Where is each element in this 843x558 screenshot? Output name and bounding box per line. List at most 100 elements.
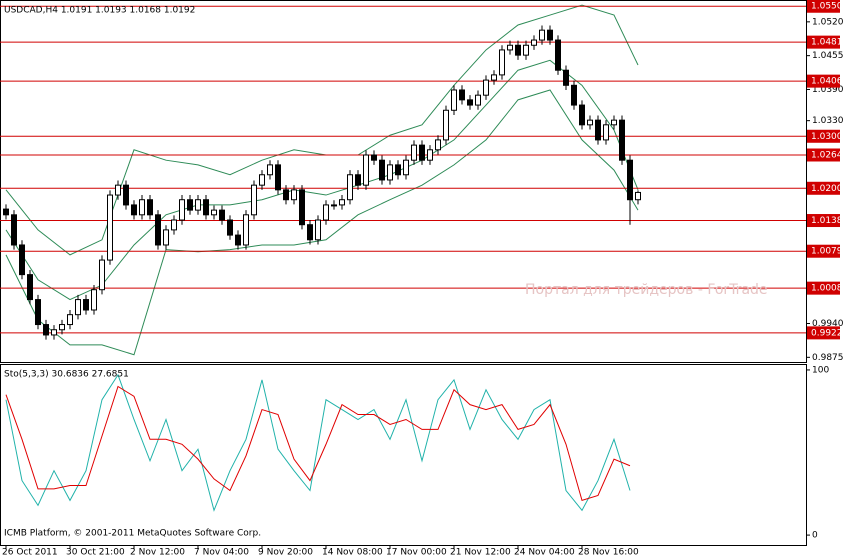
candle-body bbox=[611, 119, 617, 126]
level-label: 1.0300 bbox=[811, 132, 843, 142]
candle-body bbox=[195, 199, 201, 211]
level-label: 1.0079 bbox=[811, 247, 843, 257]
y-tick-label: 1.0330 bbox=[812, 116, 843, 126]
candle-body bbox=[443, 109, 449, 141]
candle-body bbox=[627, 159, 633, 201]
candle-body bbox=[259, 174, 265, 186]
candle-body bbox=[531, 39, 537, 46]
level-label: 1.0406 bbox=[811, 77, 843, 87]
x-tick-label: 26 Oct 2011 bbox=[2, 548, 58, 558]
candle-body bbox=[387, 164, 393, 181]
candle-body bbox=[91, 289, 97, 311]
stochastic-line bbox=[5, 373, 631, 512]
level-label-box bbox=[807, 129, 840, 143]
candle-body bbox=[355, 174, 361, 186]
level-label: 1.0138 bbox=[811, 216, 843, 226]
main-panel bbox=[0, 0, 807, 363]
candle-body bbox=[523, 44, 529, 56]
level-label-box bbox=[807, 326, 840, 340]
candle-body bbox=[179, 199, 185, 221]
x-tick-label: 28 Nov 16:00 bbox=[578, 548, 639, 558]
level-label-box bbox=[807, 74, 840, 88]
candle-body bbox=[555, 39, 561, 71]
y-tick-label: 0 bbox=[812, 531, 818, 541]
y-tick-label: 1.0520 bbox=[812, 17, 843, 27]
candle-body bbox=[171, 219, 177, 231]
level-label-box bbox=[807, 35, 840, 49]
candle-body bbox=[43, 324, 49, 336]
candle-body bbox=[491, 74, 497, 81]
x-tick-label: 30 Oct 21:00 bbox=[66, 548, 125, 558]
candle-body bbox=[475, 94, 481, 106]
copyright: ICMB Platform, © 2001-2011 MetaQuotes So… bbox=[4, 529, 261, 539]
candle-body bbox=[579, 104, 585, 126]
candle-body bbox=[19, 244, 25, 276]
watermark: Портал для трейдеров - ForTrade bbox=[525, 282, 768, 298]
level-label-box bbox=[807, 181, 840, 195]
bollinger-band bbox=[5, 89, 639, 356]
y-tick-label: 1.0390 bbox=[812, 85, 843, 95]
candle-body bbox=[27, 274, 33, 301]
candle-body bbox=[187, 199, 193, 211]
bollinger-band bbox=[5, 59, 639, 301]
level-label: 1.0008 bbox=[811, 284, 843, 294]
candle-body bbox=[363, 154, 369, 186]
x-tick-label: 17 Nov 00:00 bbox=[386, 548, 447, 558]
candle-body bbox=[435, 139, 441, 151]
candle-body bbox=[459, 89, 465, 101]
y-tick-label: 1.0455 bbox=[812, 51, 843, 61]
level-label: 0.9922 bbox=[811, 328, 843, 338]
candle-body bbox=[603, 124, 609, 141]
candle-body bbox=[323, 204, 329, 221]
stochastic-line bbox=[5, 385, 631, 502]
candle-body bbox=[227, 219, 233, 236]
level-label: 1.0200 bbox=[811, 184, 843, 194]
candle-body bbox=[147, 199, 153, 216]
x-tick-label: 24 Nov 04:00 bbox=[514, 548, 575, 558]
candle-body bbox=[3, 208, 9, 216]
candle-body bbox=[51, 329, 57, 336]
candle-body bbox=[235, 234, 241, 246]
candle-body bbox=[507, 44, 513, 51]
candle-body bbox=[563, 69, 569, 86]
candle-body bbox=[83, 299, 89, 311]
candle-body bbox=[203, 199, 209, 216]
candle-body bbox=[107, 194, 113, 261]
candle-body bbox=[115, 184, 121, 196]
level-label-box bbox=[807, 214, 840, 228]
level-label-box bbox=[807, 0, 840, 13]
y-tick-label: 100 bbox=[812, 365, 829, 375]
candle-body bbox=[451, 89, 457, 111]
chart-title: USDCAD,H4 1.0191 1.0193 1.0168 1.0192 bbox=[4, 6, 195, 16]
candle-body bbox=[571, 84, 577, 106]
candle-body bbox=[499, 49, 505, 76]
candle-body bbox=[483, 79, 489, 96]
candle-body bbox=[331, 204, 337, 207]
candle-body bbox=[291, 189, 297, 201]
candle-body bbox=[251, 184, 257, 216]
candle-body bbox=[219, 209, 225, 221]
candle-body bbox=[515, 44, 521, 56]
candle-body bbox=[587, 119, 593, 126]
candle-body bbox=[275, 164, 281, 191]
candle-body bbox=[595, 119, 601, 141]
candle-body bbox=[163, 229, 169, 246]
level-label-box bbox=[807, 244, 840, 258]
candle-body bbox=[539, 29, 545, 41]
candle-body bbox=[307, 224, 313, 241]
candle-body bbox=[99, 259, 105, 291]
candle-body bbox=[419, 144, 425, 161]
candle-body bbox=[131, 204, 137, 216]
candle-body bbox=[35, 299, 41, 326]
candle-body bbox=[267, 164, 273, 176]
candle-body bbox=[619, 119, 625, 161]
candle-body bbox=[155, 214, 161, 246]
candle-body bbox=[59, 324, 65, 331]
x-tick-label: 7 Nov 04:00 bbox=[194, 548, 249, 558]
level-label: 1.0264 bbox=[811, 150, 843, 160]
x-tick-label: 2 Nov 12:00 bbox=[130, 548, 185, 558]
x-tick-label: 9 Nov 20:00 bbox=[258, 548, 313, 558]
stochastic-panel bbox=[0, 364, 807, 546]
candle-body bbox=[395, 164, 401, 176]
